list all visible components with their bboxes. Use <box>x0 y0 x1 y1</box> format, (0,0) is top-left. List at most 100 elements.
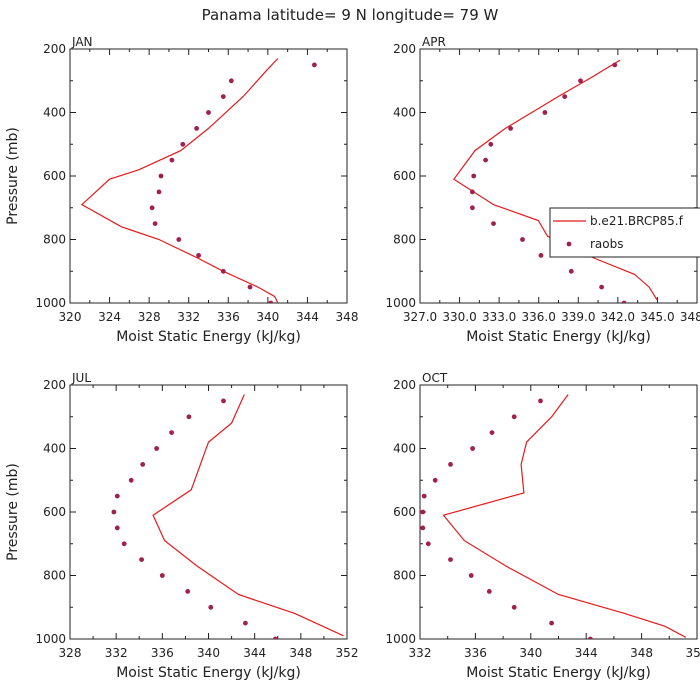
x-tick-label: 342.0 <box>601 310 635 324</box>
x-tick-label: 324 <box>98 310 121 324</box>
panel-label: APR <box>422 35 446 49</box>
panel-data <box>111 394 344 639</box>
obs-point <box>568 268 574 274</box>
obs-point <box>176 237 182 242</box>
obs-point <box>228 78 234 84</box>
obs-point <box>140 462 146 467</box>
x-tick-label: 339.0 <box>561 310 595 324</box>
y-tick-label: 600 <box>393 169 416 183</box>
model-line <box>453 59 658 301</box>
obs-point <box>448 557 453 562</box>
obs-point <box>268 300 274 303</box>
x-tick-label: 348 <box>336 310 359 324</box>
y-tick-label: 400 <box>393 442 416 456</box>
obs-point <box>425 541 431 547</box>
x-tick-label: 344 <box>296 310 319 324</box>
legend-point-swatch <box>566 241 572 247</box>
y-axis-label: Pressure (mb) <box>5 463 21 561</box>
model-line <box>442 394 687 638</box>
x-tick-label: 333.0 <box>482 310 516 324</box>
obs-point <box>520 237 525 242</box>
x-axis-label: Moist Static Energy (kJ/kg) <box>116 329 301 345</box>
obs-point <box>243 620 248 626</box>
obs-point <box>149 205 155 211</box>
x-axis-label: Moist Static Energy (kJ/kg) <box>466 329 651 345</box>
x-tick-label: 352 <box>686 646 700 660</box>
legend-box <box>549 207 700 258</box>
y-tick-label: 200 <box>393 378 416 392</box>
obs-point <box>152 221 158 227</box>
obs-point <box>158 173 164 179</box>
y-tick-label: 1000 <box>35 296 66 310</box>
panel-apr: APR 327.0 330.0 333.0 336.0 339.0 342.0 345.0 34… <box>385 35 700 345</box>
obs-point <box>599 284 604 290</box>
y-tick-label: 800 <box>393 233 416 247</box>
obs-point <box>121 541 127 547</box>
obs-point <box>156 189 162 195</box>
x-tick-label: 336.0 <box>522 310 556 324</box>
x-tick-label: 336 <box>464 646 487 660</box>
x-tick-label: 348.0 <box>680 310 700 324</box>
obs-point <box>578 78 583 84</box>
obs-point <box>185 589 191 594</box>
x-tick-label: 332 <box>177 310 200 324</box>
obs-point <box>139 557 145 562</box>
y-tick-label: 800 <box>43 233 66 247</box>
obs-point <box>169 430 175 435</box>
obs-point <box>562 94 568 99</box>
obs-point <box>128 477 134 483</box>
obs-point <box>420 509 426 515</box>
panel-frame <box>419 384 698 640</box>
y-tick-label: 1000 <box>35 632 66 646</box>
obs-point <box>470 205 475 211</box>
obs-point <box>470 189 475 195</box>
legend-model-label: b.e21.BRCP85.f <box>590 214 684 228</box>
obs-point <box>169 157 175 163</box>
y-tick-label: 200 <box>393 42 416 56</box>
x-tick-label: 340 <box>256 310 279 324</box>
panel-data <box>80 58 317 303</box>
x-tick-label: 327.0 <box>403 310 437 324</box>
x-tick-label: 328 <box>59 646 82 660</box>
model-line <box>80 58 279 303</box>
x-tick-label: 320 <box>59 310 82 324</box>
obs-point <box>549 620 554 626</box>
obs-point <box>159 573 165 578</box>
obs-point <box>621 300 627 303</box>
obs-point <box>114 525 120 531</box>
obs-point <box>206 110 211 115</box>
model-line <box>152 394 344 637</box>
x-tick-label: 348 <box>630 646 653 660</box>
obs-point <box>312 62 317 68</box>
panel-frame <box>69 48 348 304</box>
x-axis-label: Moist Static Energy (kJ/kg) <box>466 665 651 681</box>
obs-point <box>421 493 427 499</box>
panel-jan: JAN 320 324 328 332 336 340 344 348 200 400 600 800 1… <box>5 35 358 345</box>
x-tick-label: 336 <box>151 646 174 660</box>
panel-label: JUL <box>71 371 91 385</box>
x-tick-label: 340 <box>197 646 220 660</box>
obs-point <box>489 430 495 435</box>
panel-oct: OCT 332 336 340 344 348 352 200 400 600 800 1000 Moi… <box>385 371 700 681</box>
obs-point <box>208 604 214 610</box>
obs-point <box>247 284 253 290</box>
x-tick-label: 345.0 <box>640 310 674 324</box>
x-tick-label: 348 <box>289 646 312 660</box>
obs-point <box>221 398 226 404</box>
x-tick-label: 344 <box>575 646 598 660</box>
legend: b.e21.BRCP85.f raobs <box>549 207 700 258</box>
x-tick-label: 330.0 <box>442 310 476 324</box>
obs-point <box>111 509 117 515</box>
y-tick-label: 600 <box>43 505 66 519</box>
y-tick-label: 1000 <box>385 296 416 310</box>
figure-title: Panama latitude= 9 N longitude= 79 W <box>202 6 499 24</box>
obs-point <box>511 414 517 420</box>
obs-point <box>483 157 488 163</box>
x-tick-label: 332 <box>409 646 432 660</box>
panel-label: OCT <box>422 371 448 385</box>
legend-obs-label: raobs <box>590 237 624 251</box>
obs-point <box>154 446 160 451</box>
obs-point <box>508 125 513 131</box>
obs-point <box>511 604 517 610</box>
